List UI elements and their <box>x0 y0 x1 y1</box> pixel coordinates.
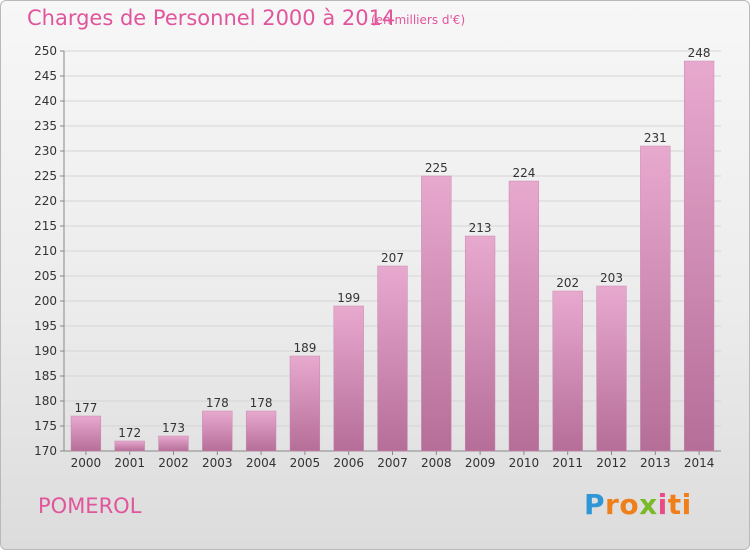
y-tick-label: 245 <box>34 69 57 83</box>
y-tick-label: 200 <box>34 294 57 308</box>
y-tick-label: 225 <box>34 169 57 183</box>
bars <box>70 60 715 452</box>
y-tick-label: 240 <box>34 94 57 108</box>
y-tick-label: 230 <box>34 144 57 158</box>
bar-2003 <box>202 410 233 452</box>
x-tick-label: 2008 <box>421 456 452 470</box>
bar-2002 <box>158 435 189 452</box>
labels: 170 175 180 185 190 195 200 205 210 215 220 225 230 2… <box>34 44 714 470</box>
data-label: 203 <box>600 271 623 285</box>
data-label: 224 <box>512 166 535 180</box>
proxiti-logo: Proxiti <box>584 488 692 521</box>
x-tick-label: 2006 <box>333 456 364 470</box>
bar-2010 <box>508 180 540 452</box>
x-tick-label: 2002 <box>158 456 189 470</box>
data-label: 189 <box>293 341 316 355</box>
data-label: 213 <box>469 221 492 235</box>
y-tick-label: 180 <box>34 394 57 408</box>
bar-2007 <box>377 265 408 452</box>
x-tick-label: 2004 <box>246 456 277 470</box>
y-tick-label: 250 <box>34 44 57 58</box>
data-label: 172 <box>118 426 141 440</box>
y-tick-label: 190 <box>34 344 57 358</box>
bar-2013 <box>640 145 671 452</box>
data-label: 177 <box>74 401 97 415</box>
chart-title: Charges de Personnel 2000 à 2014 <box>27 6 396 30</box>
bar-2000 <box>70 415 102 452</box>
y-tick-label: 185 <box>34 369 57 383</box>
data-label: 248 <box>688 46 711 60</box>
data-label: 231 <box>644 131 667 145</box>
bar-2008 <box>421 175 452 452</box>
x-tick-label: 2001 <box>114 456 145 470</box>
data-label: 199 <box>337 291 360 305</box>
data-label: 225 <box>425 161 448 175</box>
bar-2014 <box>683 60 715 452</box>
bar-2009 <box>464 235 496 452</box>
chart-subtitle: (en milliers d'€) <box>371 13 466 27</box>
data-label: 178 <box>250 396 273 410</box>
x-tick-label: 2009 <box>465 456 496 470</box>
data-label: 173 <box>162 421 185 435</box>
x-tick-label: 2012 <box>596 456 627 470</box>
y-tick-label: 205 <box>34 269 57 283</box>
bar-2012 <box>596 285 627 452</box>
y-tick-label: 215 <box>34 219 57 233</box>
data-label: 202 <box>556 276 579 290</box>
x-tick-label: 2003 <box>202 456 233 470</box>
y-tick-label: 220 <box>34 194 57 208</box>
x-tick-label: 2014 <box>684 456 715 470</box>
x-tick-label: 2000 <box>71 456 102 470</box>
y-tick-label: 175 <box>34 419 57 433</box>
x-tick-label: 2010 <box>509 456 540 470</box>
bar-2001 <box>114 440 145 452</box>
data-label: 178 <box>206 396 229 410</box>
x-tick-label: 2011 <box>552 456 583 470</box>
y-tick-label: 170 <box>34 444 57 458</box>
bar-2005 <box>289 355 321 452</box>
y-tick-label: 195 <box>34 319 57 333</box>
y-tick-label: 210 <box>34 244 57 258</box>
bar-2006 <box>333 305 364 452</box>
x-tick-label: 2013 <box>640 456 671 470</box>
x-tick-label: 2005 <box>290 456 321 470</box>
x-tick-label: 2007 <box>377 456 408 470</box>
town-name: POMEROL <box>38 494 142 518</box>
bar-2011 <box>552 290 583 452</box>
data-label: 207 <box>381 251 404 265</box>
y-tick-label: 235 <box>34 119 57 133</box>
bar-2004 <box>245 410 277 452</box>
